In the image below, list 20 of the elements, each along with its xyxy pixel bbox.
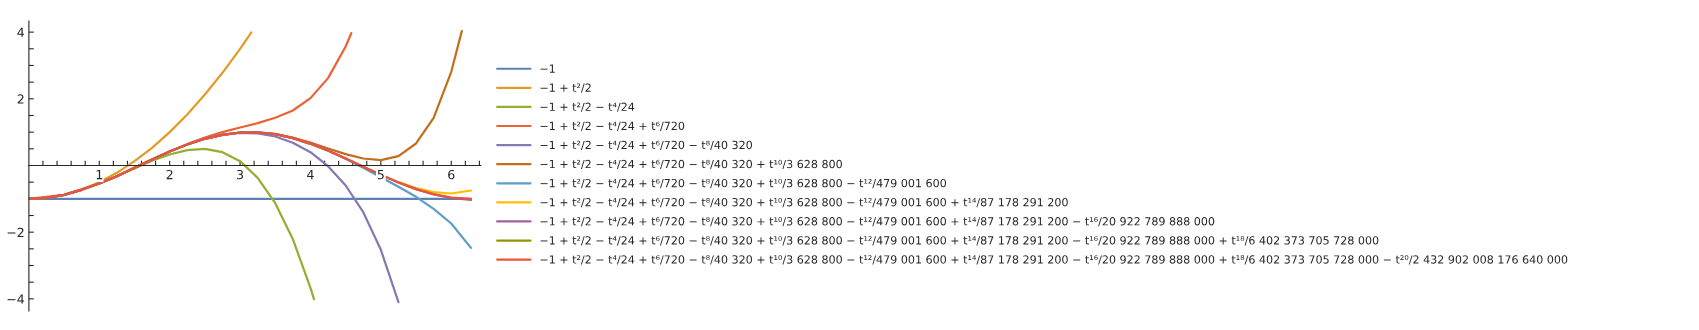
legend-label: −1 + t²/2 − t⁴/24 + t⁶/720 − t⁸/40 320 + t¹⁰/3 628 800 <box>540 159 842 170</box>
y-tick-label: 2 <box>17 94 24 104</box>
x-tick-label: 3 <box>237 169 244 180</box>
y-tick-label: −4 <box>7 294 25 304</box>
legend-label: −1 + t²/2 − t⁴/24 + t⁶/720 − t⁸/40 320 <box>540 140 753 151</box>
legend-label: −1 + t²/2 − t⁴/24 + t⁶/720 − t⁸/40 320 + t¹⁰/3 628 800 − t¹²/479 001 600 + t¹⁴/87 178 291 200 − t¹⁶/20 922 789 888 000 + t¹⁸/6 402 373 705 728 000 <box>540 236 1379 246</box>
legend-label: −1 + t²/2 − t⁴/24 + t⁶/720 − t⁸/40 320 + t¹⁰/3 628 800 − t¹²/479 001 600 <box>540 178 947 189</box>
legend-label: −1 + t²/2 − t⁴/24 <box>540 102 635 112</box>
y-tick-label: 4 <box>17 27 25 37</box>
legend-label: −1 + t²/2 − t⁴/24 + t⁶/720 <box>540 121 685 131</box>
y-tick-label: −2 <box>7 227 24 237</box>
x-tick-label: 6 <box>448 169 455 180</box>
legend-label: −1 + t²/2 − t⁴/24 + t⁶/720 − t⁸/40 320 + t¹⁰/3 628 800 − t¹²/479 001 600 + t¹⁴/87 178 291 200 − t¹⁶/20 922 789 888 000 + t¹⁸/6 402 373 705 728 000 − t²⁰/2 432 902 008 176 640 000 <box>540 255 1568 265</box>
x-tick-label: 2 <box>166 169 173 180</box>
legend-label: −1 <box>540 64 555 73</box>
x-tick-label: 1 <box>96 170 103 180</box>
legend-label: −1 + t²/2 − t⁴/24 + t⁶/720 − t⁸/40 320 + t¹⁰/3 628 800 − t¹²/479 001 600 + t¹⁴/87 178 291 200 − t¹⁶/20 922 789 888 000 <box>540 217 1215 227</box>
legend-label: −1 + t²/2 − t⁴/24 + t⁶/720 − t⁸/40 320 + t¹⁰/3 628 800 − t¹²/479 001 600 + t¹⁴/87 178 291 200 <box>540 197 1068 208</box>
x-tick-label: 4 <box>307 170 314 180</box>
legend-label: −1 + t²/2 <box>540 83 591 93</box>
